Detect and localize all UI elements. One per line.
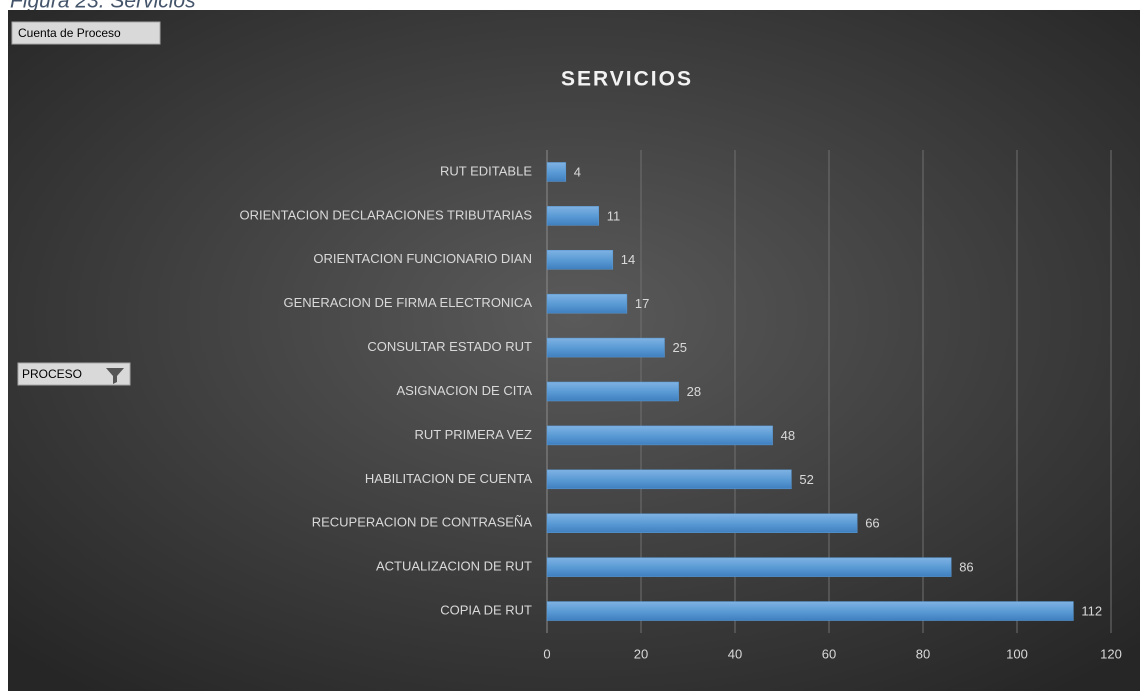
y-tick-label: RUT PRIMERA VEZ — [414, 427, 532, 442]
bar — [546, 425, 773, 446]
y-tick-label: ORIENTACION FUNCIONARIO DIAN — [313, 251, 532, 266]
y-tick-label: HABILITACION DE CUENTA — [365, 471, 532, 486]
x-tick-label: 0 — [543, 646, 550, 661]
bar — [546, 601, 1074, 621]
y-tick-label: ASIGNACION DE CITA — [396, 383, 532, 398]
filter-button[interactable] — [17, 362, 131, 386]
x-tick-label: 120 — [1100, 646, 1122, 661]
y-tick-label: RECUPERACION DE CONTRASEÑA — [312, 515, 533, 530]
bar — [546, 293, 628, 314]
caption: Figura 23. Servicios — [10, 0, 196, 13]
bar — [546, 513, 858, 533]
y-tick-label: CONSULTAR ESTADO RUT — [367, 339, 532, 354]
data-label: 25 — [673, 340, 687, 355]
x-tick-label: 40 — [728, 646, 742, 661]
x-tick-label: 20 — [634, 646, 648, 661]
data-label: 52 — [799, 472, 813, 487]
x-tick-label: 80 — [916, 646, 930, 661]
filter-button-label: PROCESO — [22, 367, 82, 381]
filter-icon — [106, 368, 124, 384]
data-label: 17 — [635, 296, 649, 311]
bar — [546, 162, 567, 182]
data-label: 4 — [574, 164, 581, 179]
y-tick-label: GENERACION DE FIRMA ELECTRONICA — [284, 295, 533, 310]
y-tick-label: COPIA DE RUT — [440, 602, 532, 617]
bar — [546, 557, 952, 577]
data-label: 11 — [607, 208, 621, 223]
bar — [546, 206, 599, 226]
data-label: 48 — [781, 428, 795, 443]
y-tick-label: ORIENTACION DECLARACIONES TRIBUTARIAS — [239, 207, 532, 222]
data-label: 86 — [959, 560, 973, 575]
data-label: 66 — [865, 516, 879, 531]
bar — [546, 469, 792, 490]
data-label: 28 — [687, 384, 701, 399]
data-label: 112 — [1081, 603, 1102, 618]
y-tick-label: ACTUALIZACION DE RUT — [376, 559, 532, 574]
data-label: 14 — [621, 252, 635, 267]
chart-title: SERVICIOS — [561, 68, 693, 91]
y-tick-label: RUT EDITABLE — [440, 163, 532, 178]
x-tick-label: 60 — [822, 646, 836, 661]
bar — [546, 337, 665, 358]
field-button[interactable] — [11, 21, 161, 45]
bar — [546, 381, 679, 402]
x-tick-label: 100 — [1006, 646, 1028, 661]
bar — [546, 250, 614, 270]
field-button-label: Cuenta de Proceso — [18, 26, 121, 40]
